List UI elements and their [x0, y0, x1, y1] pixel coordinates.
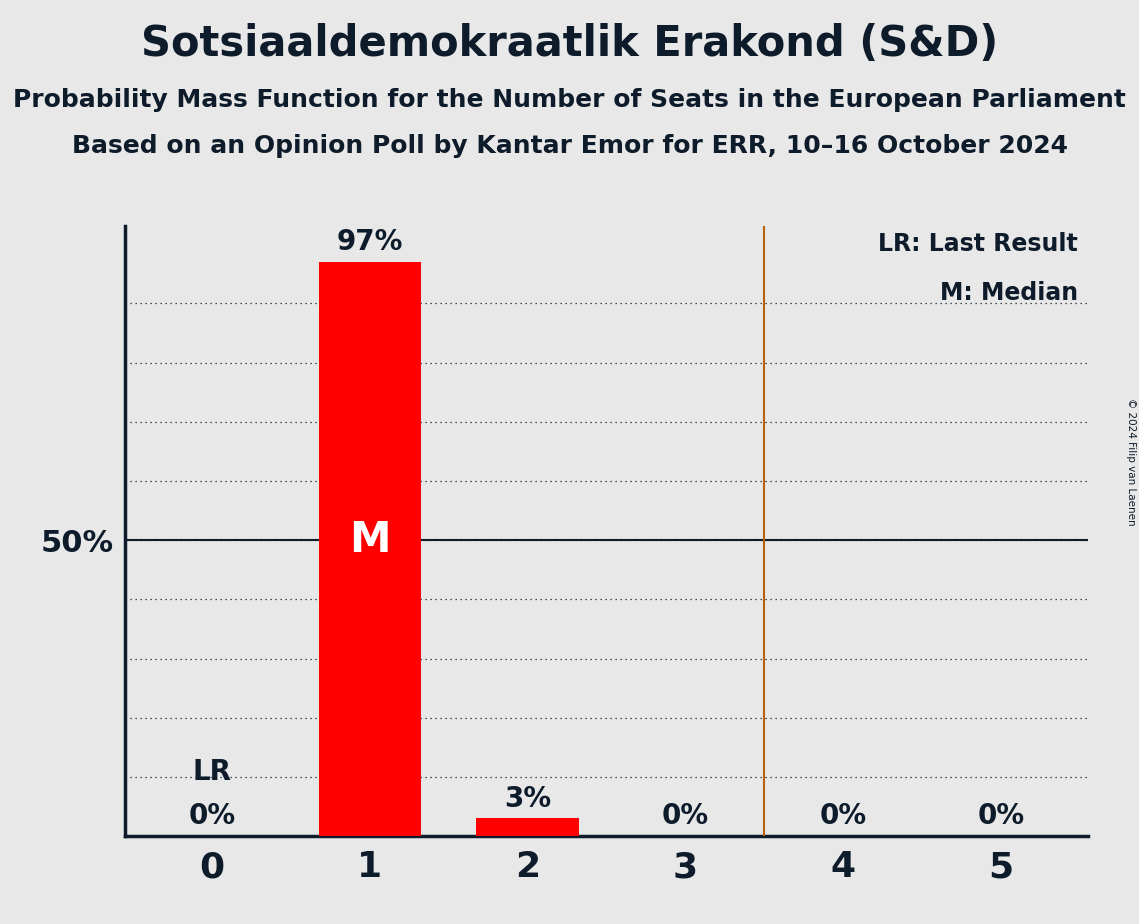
Text: 0%: 0% [189, 802, 236, 831]
Text: 3%: 3% [505, 784, 551, 812]
Bar [319, 261, 421, 836]
Text: © 2024 Filip van Laenen: © 2024 Filip van Laenen [1126, 398, 1136, 526]
Text: 0%: 0% [977, 802, 1024, 831]
Text: M: M [349, 519, 391, 561]
Text: Based on an Opinion Poll by Kantar Emor for ERR, 10–16 October 2024: Based on an Opinion Poll by Kantar Emor … [72, 134, 1067, 158]
Text: M: Median: M: Median [940, 281, 1079, 305]
Text: 0%: 0% [662, 802, 708, 831]
Text: LR: Last Result: LR: Last Result [878, 233, 1079, 257]
Text: LR: LR [192, 758, 231, 786]
Bar [476, 819, 579, 836]
Text: Sotsiaaldemokraatlik Erakond (S&D): Sotsiaaldemokraatlik Erakond (S&D) [141, 23, 998, 65]
Text: 0%: 0% [820, 802, 867, 831]
Text: 97%: 97% [337, 228, 403, 256]
Text: Probability Mass Function for the Number of Seats in the European Parliament: Probability Mass Function for the Number… [13, 88, 1126, 112]
